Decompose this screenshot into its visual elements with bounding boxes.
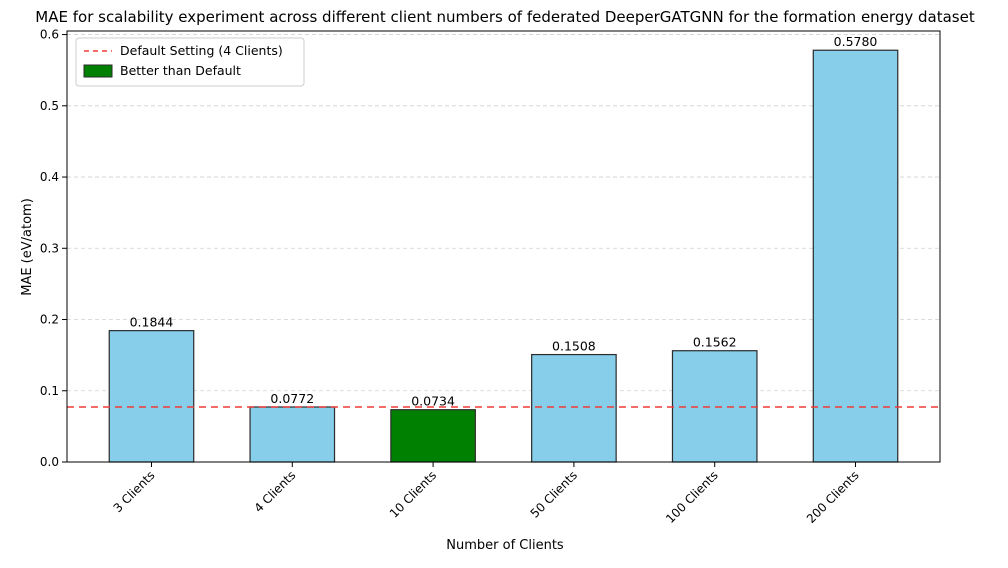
legend-patch-swatch	[83, 64, 113, 78]
legend-label: Default Setting (4 Clients)	[120, 43, 283, 58]
y-tick-label: 0.5	[40, 99, 59, 113]
bar-50-clients	[531, 353, 617, 463]
data-label: 0.0734	[411, 394, 455, 409]
x-tick-label: 3 Clients	[111, 468, 158, 515]
y-tick-label: 0.6	[40, 28, 59, 42]
grid	[67, 34, 940, 392]
bar-10-clients	[390, 409, 476, 463]
y-axis-label: MAE (eV/atom)	[20, 198, 35, 296]
y-tick-label: 0.2	[40, 313, 59, 327]
x-tick-label: 200 Clients	[804, 468, 862, 526]
bar-200-clients	[812, 49, 899, 463]
data-label: 0.1562	[693, 335, 737, 350]
x-tick-label: 50 Clients	[528, 468, 580, 520]
legend-label: Better than Default	[120, 63, 241, 78]
y-tick-label: 0.0	[40, 455, 59, 469]
x-tick-label: 10 Clients	[387, 468, 439, 520]
data-label: 0.5780	[834, 34, 878, 49]
legend-box	[75, 37, 305, 87]
data-label: 0.1508	[552, 339, 596, 354]
x-axis-label: Number of Clients	[446, 538, 564, 553]
bar-3-clients	[108, 330, 195, 463]
y-axis: 0.0 0.1 0.2 0.3 0.4 0.5 0.6	[40, 28, 67, 469]
x-tick-label: 4 Clients	[251, 468, 298, 515]
bar-4-clients	[249, 406, 336, 463]
x-tick-label: 100 Clients	[663, 468, 721, 526]
y-tick-label: 0.3	[40, 241, 59, 255]
bars: 0.1844 0.0772 0.0734 0.1508 0.1562 0.5780	[108, 34, 899, 463]
y-tick-label: 0.1	[40, 384, 59, 398]
y-tick-label: 0.4	[40, 170, 59, 184]
data-label: 0.1844	[130, 315, 174, 330]
data-label: 0.0772	[270, 391, 314, 406]
chart-title: MAE for scalability experiment across di…	[35, 8, 975, 26]
plot-frame	[66, 30, 941, 463]
legend: Default Setting (4 Clients) Better than D…	[75, 37, 305, 87]
x-axis: 3 Clients 4 Clients 10 Clients 50 Clients 10…	[111, 462, 862, 526]
